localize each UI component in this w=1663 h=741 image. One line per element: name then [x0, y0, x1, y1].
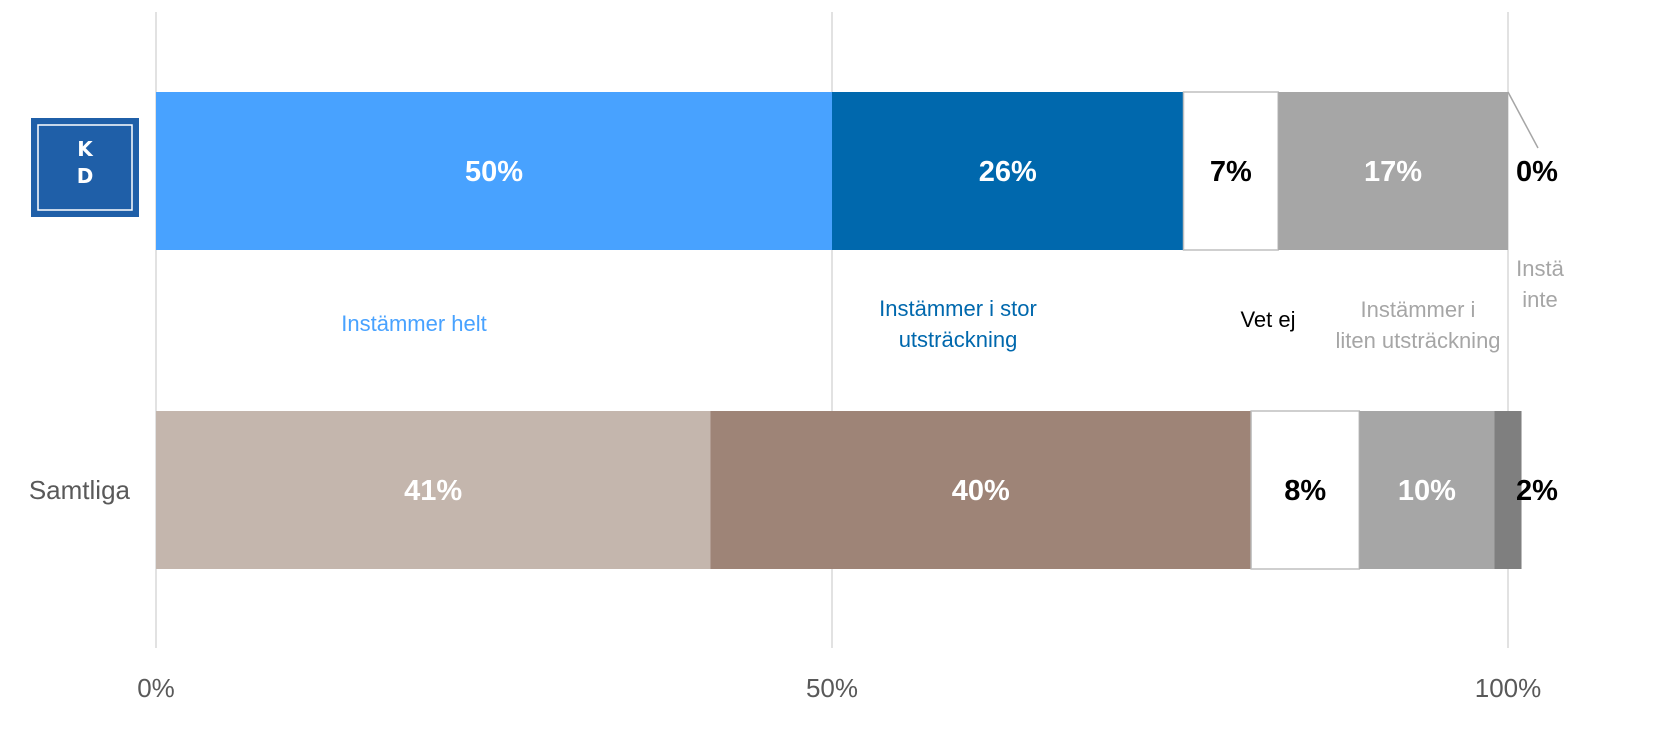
- data-label: 41%: [404, 475, 462, 507]
- x-tick-label: 50%: [806, 673, 858, 703]
- series-label: Instämmer i liten utsträckning: [1335, 297, 1500, 353]
- data-label: 17%: [1364, 156, 1422, 188]
- bar-segment: [156, 411, 711, 569]
- bar-segment: [1278, 92, 1508, 250]
- kd-logo-letter: D: [77, 164, 94, 188]
- bar-segment: [1494, 411, 1522, 569]
- bar-segment: [832, 92, 1184, 250]
- x-tick-label: 0%: [137, 673, 175, 703]
- leader-line: [1507, 91, 1539, 149]
- series-label-line: utsträckning: [899, 327, 1018, 352]
- data-label: 10%: [1398, 475, 1456, 507]
- row-label: Samtliga: [29, 475, 131, 505]
- data-label: 26%: [979, 156, 1037, 188]
- bar-segment: [1359, 411, 1495, 569]
- series-label-line: Instämmer i: [1361, 297, 1476, 322]
- data-label: 50%: [465, 156, 523, 188]
- bar-segment: [1250, 410, 1361, 570]
- series-label: Instämmer i stor utsträckning: [879, 296, 1037, 352]
- series-label-line: Vet ej: [1240, 307, 1295, 332]
- series-label-line: Instä: [1516, 256, 1564, 281]
- series-label-line: inte: [1522, 287, 1557, 312]
- data-label: 40%: [952, 475, 1010, 507]
- kd-logo-icon: [31, 118, 139, 217]
- series-label: Vet ej: [1240, 307, 1295, 332]
- bar-segment: [156, 92, 832, 250]
- series-label: Instämmer helt: [341, 311, 487, 336]
- data-label: 2%: [1516, 475, 1558, 507]
- series-label-line: Instämmer i stor: [879, 296, 1037, 321]
- data-label: 0%: [1516, 156, 1558, 188]
- data-label: 8%: [1284, 475, 1326, 507]
- kd-logo-frame: [37, 124, 133, 211]
- series-label: Instä inte: [1516, 256, 1564, 312]
- x-tick-label: 100%: [1475, 673, 1542, 703]
- series-label-line: Instämmer helt: [341, 311, 487, 336]
- series-label-line: liten utsträckning: [1335, 328, 1500, 353]
- data-label: 7%: [1210, 156, 1252, 188]
- bar-segment: [710, 411, 1252, 569]
- kd-logo-letter: K: [77, 137, 94, 161]
